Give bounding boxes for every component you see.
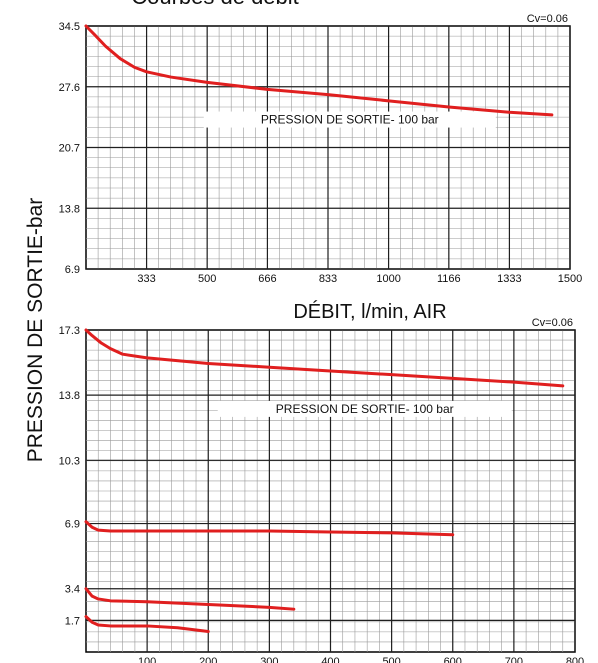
x-tick-label: 1000 [376, 273, 400, 285]
x-tick-label: 1166 [437, 273, 461, 285]
x-tick-label: 333 [137, 273, 155, 285]
x-tick-label: 600 [444, 656, 462, 663]
y-tick-label: 27.6 [59, 82, 80, 94]
x-tick-label: 500 [198, 273, 216, 285]
x-tick-label: 500 [382, 656, 400, 663]
top-pressure-chart: 6.9 13.8 20.7 27.6 34.5 333 500 666 833 1000 1166 1… [59, 13, 583, 323]
bottom-pressure-chart: 1.7 3.4 6.9 10.3 13.8 17.3 100 200 300 400 500 600 7… [59, 317, 585, 663]
cv-label: Cv=0.06 [532, 317, 573, 329]
y-tick-label: 3.4 [65, 584, 80, 596]
x-tick-label: 1500 [558, 273, 582, 285]
y-tick-label: 13.8 [59, 203, 80, 215]
y-tick-label: 6.9 [65, 264, 80, 276]
x-tick-label: 700 [505, 656, 523, 663]
y-tick-label: 10.3 [59, 455, 80, 467]
x-tick-label: 1333 [497, 273, 521, 285]
y-tick-label: 34.5 [59, 21, 80, 33]
annotation-label: PRESSION DE SORTIE- 100 bar [276, 402, 454, 416]
x-tick-label: 800 [566, 656, 584, 663]
y-tick-label: 6.9 [65, 519, 80, 531]
x-tick-label: 666 [258, 273, 276, 285]
x-tick-label: 400 [321, 656, 339, 663]
cv-label: Cv=0.06 [527, 13, 568, 25]
y-tick-label: 17.3 [59, 325, 80, 337]
y-tick-label: 20.7 [59, 143, 80, 155]
annotation-label: PRESSION DE SORTIE- 100 bar [261, 113, 439, 127]
y-axis-label: PRESSION DE SORTIE-bar [24, 198, 47, 463]
x-tick-label: 300 [260, 656, 278, 663]
y-tick-label: 1.7 [65, 615, 80, 627]
y-tick-label: 13.8 [59, 390, 80, 402]
chart-title: Courbes de débit [131, 0, 299, 9]
x-tick-label: 833 [319, 273, 337, 285]
x-axis-label: DÉBIT, l/min, AIR [293, 300, 446, 323]
x-tick-label: 200 [199, 656, 217, 663]
x-tick-label: 100 [138, 656, 156, 663]
